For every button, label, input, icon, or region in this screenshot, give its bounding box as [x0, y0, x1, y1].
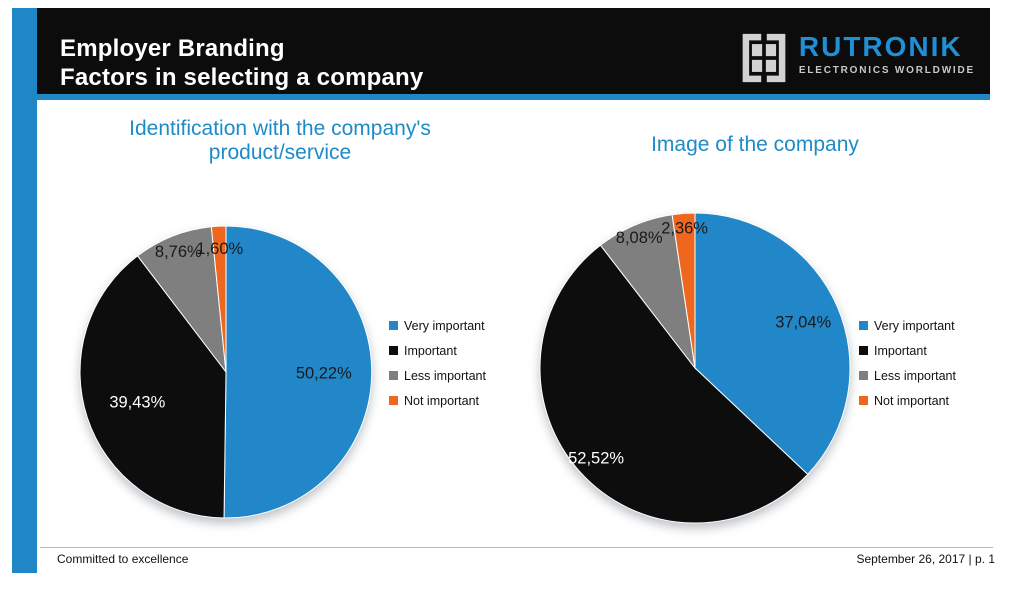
pie-chart-identification: 50,22% 39,43% 8,76% 1,60%: [76, 222, 376, 522]
legend-swatch: [389, 371, 398, 380]
legend-item-very-important: Very important: [389, 313, 524, 338]
legend-swatch: [859, 321, 868, 330]
legend-label: Important: [874, 343, 927, 358]
pie-slice-very-important: [223, 225, 373, 519]
legend-item-less-important: Less important: [859, 363, 994, 388]
legend-item-less-important: Less important: [389, 363, 524, 388]
chart-title-line: Identification with the company's: [129, 117, 431, 140]
header-underline: [37, 94, 990, 100]
legend-label: Very important: [404, 318, 485, 333]
legend-item-not-important: Not important: [859, 388, 994, 413]
rutronik-logo: RUTRONIK ELECTRONICS WORLDWIDE: [739, 32, 975, 84]
legend-label: Less important: [404, 368, 486, 383]
legend-item-important: Important: [389, 338, 524, 363]
pie-data-label: 8,76%: [155, 243, 202, 261]
pie-slice-not-important: [210, 225, 227, 373]
pie-chart-image: 37,04% 52,52% 8,08% 2,36%: [535, 208, 855, 528]
legend-item-very-important: Very important: [859, 313, 994, 338]
slide-title-line2: Factors in selecting a company: [60, 64, 424, 91]
rutronik-tagline: ELECTRONICS WORLDWIDE: [798, 65, 975, 76]
pie-slice-not-important: [671, 212, 696, 369]
pie-slice-very-important: [694, 212, 851, 476]
legend-item-not-important: Not important: [389, 388, 524, 413]
chart-title-identification: Identification with the company's produc…: [60, 117, 500, 165]
legend-label: Not important: [874, 393, 950, 408]
legend-identification: Very important Important Less important Not…: [389, 313, 524, 413]
pie-data-label: 52,52%: [568, 449, 624, 467]
legend-item-important: Important: [859, 338, 994, 363]
pie-data-label: 50,22%: [296, 365, 352, 383]
rutronik-logo-text: RUTRONIK ELECTRONICS WORLDWIDE: [798, 31, 975, 77]
pie-slice-important: [539, 244, 809, 524]
legend-label: Not important: [404, 393, 480, 408]
pie-data-label: 1,60%: [196, 240, 243, 258]
pie-data-label: 39,43%: [109, 393, 165, 411]
left-accent-bar: [12, 8, 37, 573]
header-bar: Employer Branding Factors in selecting a…: [37, 8, 990, 94]
legend-swatch: [859, 346, 868, 355]
rutronik-window-icon: [742, 33, 786, 83]
slide-title: Employer Branding Factors in selecting a…: [60, 34, 423, 92]
footer-divider: [40, 547, 993, 548]
legend-swatch: [859, 396, 868, 405]
legend-label: Less important: [874, 368, 956, 383]
pie-data-label: 37,04%: [775, 313, 831, 331]
pie-slice-important: [79, 255, 227, 519]
chart-title-line: Image of the company: [651, 133, 859, 156]
footer-date-page: September 26, 2017 | p. 1: [856, 552, 995, 566]
chart-title-line: product/service: [208, 141, 352, 164]
legend-label: Very important: [874, 318, 955, 333]
legend-image: Very important Important Less important Not…: [859, 313, 994, 413]
chart-title-image: Image of the company: [535, 133, 975, 157]
legend-swatch: [389, 396, 398, 405]
slide-title-line1: Employer Branding: [60, 35, 285, 62]
footer-motto: Committed to excellence: [57, 552, 189, 566]
legend-swatch: [859, 371, 868, 380]
legend-swatch: [389, 321, 398, 330]
rutronik-wordmark: RUTRONIK: [798, 31, 963, 62]
legend-swatch: [389, 346, 398, 355]
legend-label: Important: [404, 343, 457, 358]
pie-data-label: 8,08%: [616, 229, 663, 247]
pie-data-label: 2,36%: [661, 219, 708, 237]
